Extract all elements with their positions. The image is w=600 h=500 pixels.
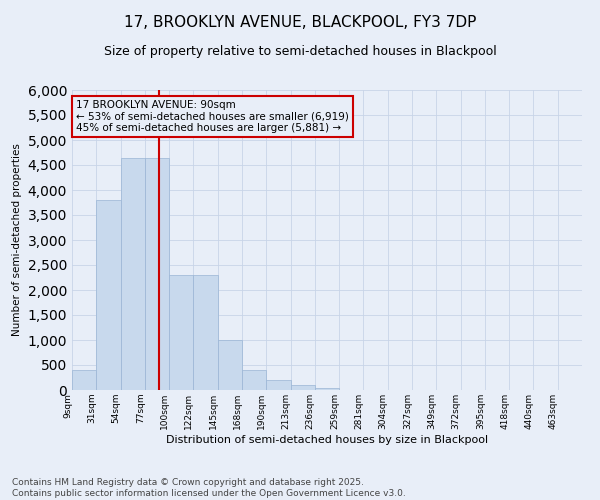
Text: Contains HM Land Registry data © Crown copyright and database right 2025.
Contai: Contains HM Land Registry data © Crown c…: [12, 478, 406, 498]
Bar: [145, 158, 169, 390]
Bar: [218, 340, 242, 390]
Text: 17, BROOKLYN AVENUE, BLACKPOOL, FY3 7DP: 17, BROOKLYN AVENUE, BLACKPOOL, FY3 7DP: [124, 15, 476, 30]
Bar: [315, 388, 339, 390]
Bar: [193, 275, 218, 390]
Y-axis label: Number of semi-detached properties: Number of semi-detached properties: [12, 144, 22, 336]
Bar: [169, 275, 193, 390]
Bar: [121, 158, 145, 390]
Bar: [290, 385, 315, 390]
Bar: [266, 380, 290, 390]
Text: 17 BROOKLYN AVENUE: 90sqm
← 53% of semi-detached houses are smaller (6,919)
45% : 17 BROOKLYN AVENUE: 90sqm ← 53% of semi-…: [76, 100, 349, 133]
X-axis label: Distribution of semi-detached houses by size in Blackpool: Distribution of semi-detached houses by …: [166, 434, 488, 444]
Bar: [72, 370, 96, 390]
Bar: [96, 200, 121, 390]
Text: Size of property relative to semi-detached houses in Blackpool: Size of property relative to semi-detach…: [104, 45, 496, 58]
Bar: [242, 370, 266, 390]
